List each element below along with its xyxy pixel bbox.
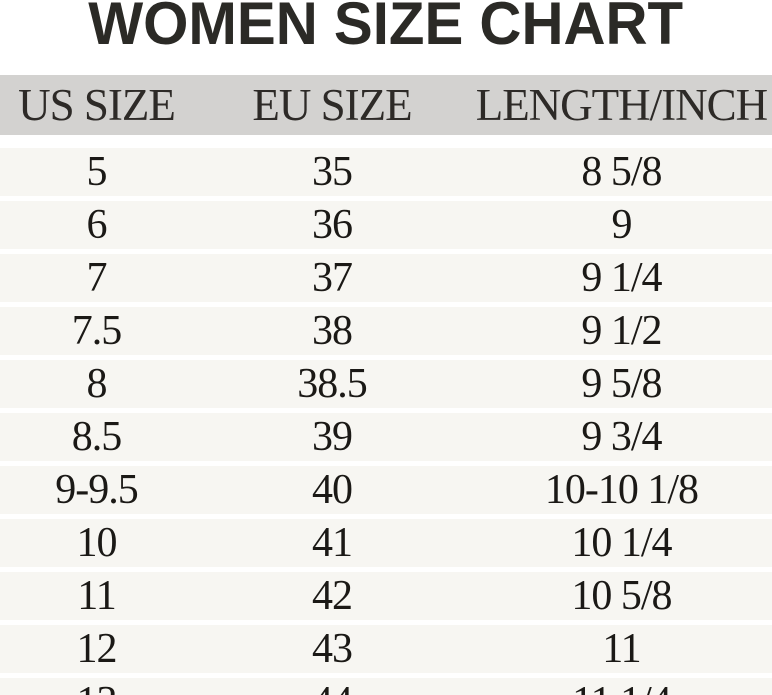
cell-us-size: 5 [86,149,108,195]
table-row: 7.5 38 9 1/2 [0,307,772,355]
table-row: 8.5 39 9 3/4 [0,413,772,461]
table-row: 11 42 10 5/8 [0,572,772,620]
cell-eu-size: 39 [311,414,353,460]
cell-length-inch: 10 1/4 [571,520,672,566]
cell-eu-size: 36 [311,202,353,248]
cell-eu-size: 44 [193,678,471,695]
cell-eu-size: 41 [311,520,353,566]
cell-length-inch: 10 5/8 [571,573,672,619]
column-header-length-inch: LENGTH/INCH [475,80,768,130]
table-row: 12 43 11 [0,625,772,673]
cell-us-size: 11 [77,573,116,619]
cell-us-size: 7 [86,255,108,301]
cell-length-inch: 9 3/4 [581,414,662,460]
cell-eu-size: 38.5 [297,361,367,407]
cell-us-size: 12 [76,626,118,672]
cell-us-size: 7.5 [71,308,123,354]
column-header-us-size: US SIZE [18,80,176,130]
cell-eu-size: 40 [311,467,353,513]
cell-length-inch: 9 [611,202,632,248]
cell-us-size: 9-9.5 [55,467,139,513]
cell-length-inch: 8 5/8 [581,149,662,195]
page-title: WOMEN SIZE CHART [88,0,684,57]
cell-eu-size: 35 [311,149,353,195]
cell-eu-size: 42 [311,573,353,619]
cell-length-inch: 10-10 1/8 [544,467,699,513]
cell-us-size: 6 [86,202,108,248]
cell-eu-size: 43 [311,626,353,672]
table-row: 9-9.5 40 10-10 1/8 [0,466,772,514]
title-band: WOMEN SIZE CHART [0,0,772,75]
cell-length-inch: 11 1/4 [471,678,772,695]
table-row: 6 36 9 [0,201,772,249]
table-row: 13 44 11 1/4 [0,678,772,695]
table-row: 7 37 9 1/4 [0,254,772,302]
cell-length-inch: 9 1/4 [581,255,662,301]
table-row: 8 38.5 9 5/8 [0,360,772,408]
cell-us-size: 10 [76,520,118,566]
size-table-body: 5 35 8 5/8 6 36 9 7 37 9 1/4 7.5 38 9 1/… [0,148,772,695]
table-header-row: US SIZE EU SIZE LENGTH/INCH [0,75,772,135]
cell-length-inch: 11 [602,626,641,672]
cell-eu-size: 37 [311,255,353,301]
cell-length-inch: 9 1/2 [581,308,662,354]
cell-length-inch: 9 5/8 [581,361,662,407]
cell-us-size: 8.5 [71,414,123,460]
cell-us-size: 13 [0,678,193,695]
column-header-eu-size: EU SIZE [252,80,412,130]
cell-eu-size: 38 [311,308,353,354]
cell-us-size: 8 [86,361,108,407]
table-row: 5 35 8 5/8 [0,148,772,196]
table-row: 10 41 10 1/4 [0,519,772,567]
